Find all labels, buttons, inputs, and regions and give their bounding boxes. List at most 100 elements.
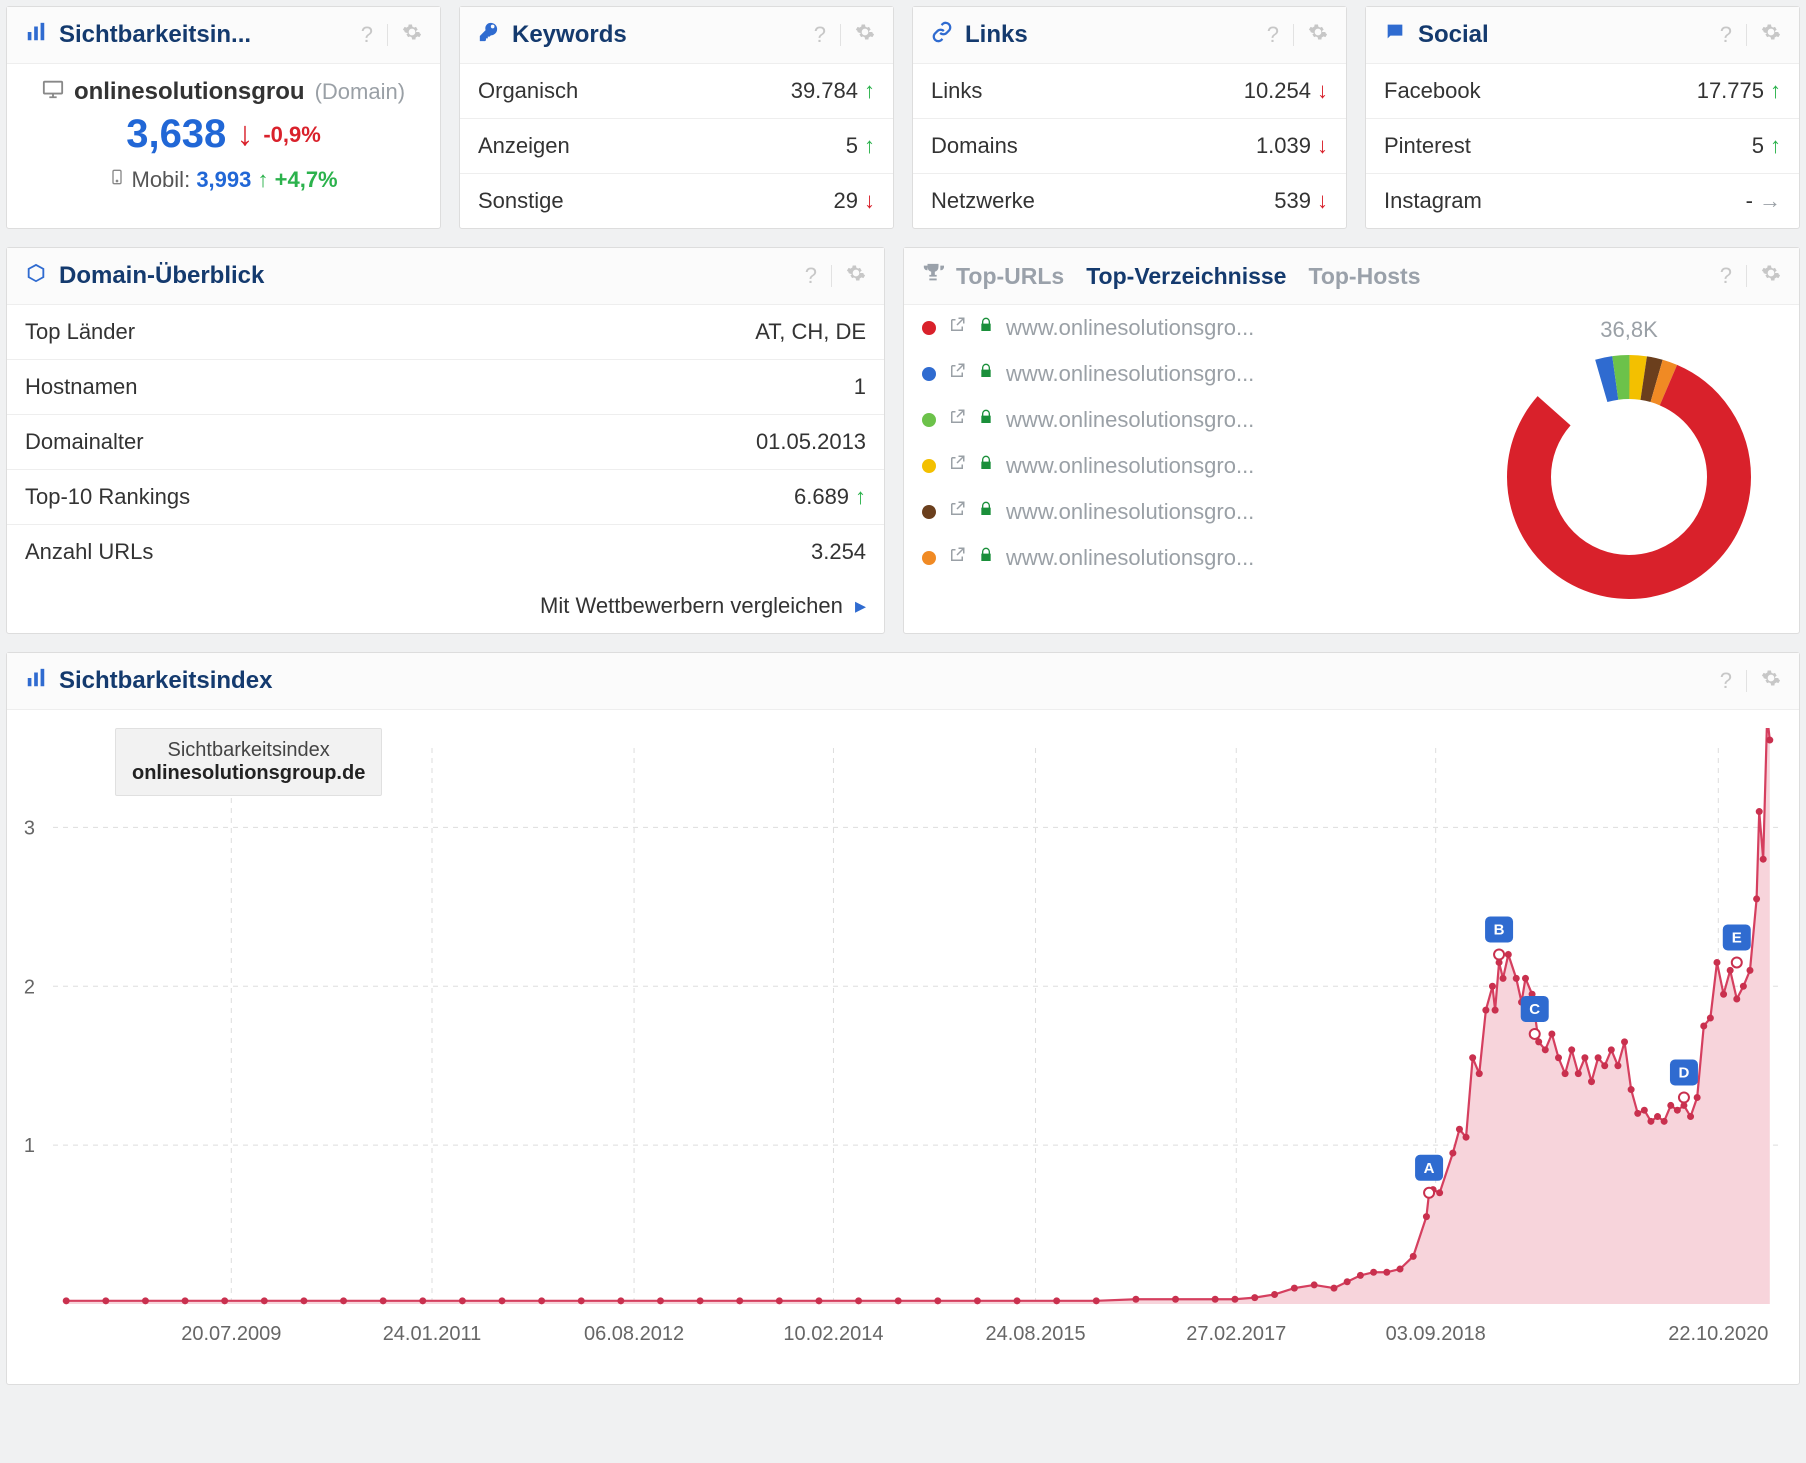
chart-title: Sichtbarkeitsindex (59, 667, 1720, 695)
url-text: www.onlinesolutionsgro... (1006, 499, 1254, 525)
tab-top-hosts[interactable]: Top-Hosts (1308, 263, 1420, 290)
overview-title: Domain-Überblick (59, 262, 805, 290)
domain-overview-card: Domain-Überblick ? Top Länder AT, CH, DE… (6, 247, 885, 634)
url-text: www.onlinesolutionsgro... (1006, 315, 1254, 341)
help-icon[interactable]: ? (1267, 22, 1279, 48)
gear-icon[interactable] (1761, 22, 1781, 48)
help-icon[interactable]: ? (814, 22, 826, 48)
donut-chart (1489, 325, 1769, 605)
social-rows: Facebook 17.775↑ Pinterest 5↑ Instagram … (1366, 64, 1799, 228)
metric-value: 39.784 (791, 78, 858, 104)
url-legend-item[interactable]: www.onlinesolutionsgro... (904, 443, 1489, 489)
svg-text:22.10.2020: 22.10.2020 (1668, 1323, 1768, 1345)
metric-row[interactable]: Organisch 39.784↑ (460, 64, 893, 119)
metric-row[interactable]: Netzwerke 539↓ (913, 174, 1346, 228)
metric-row[interactable]: Domainalter 01.05.2013 (7, 415, 884, 470)
metric-label: Domainalter (25, 429, 144, 455)
chart-bar-icon (25, 21, 47, 49)
metric-value: - (1746, 188, 1753, 214)
gear-icon[interactable] (1308, 22, 1328, 48)
gear-icon[interactable] (1761, 263, 1781, 289)
lock-icon (978, 316, 994, 340)
url-legend-item[interactable]: www.onlinesolutionsgro... (904, 535, 1489, 581)
svg-text:24.01.2011: 24.01.2011 (383, 1323, 482, 1345)
visibility-chart-card: Sichtbarkeitsindex ? Sichtbarkeitsindex … (6, 652, 1800, 1385)
arrow-right-icon: → (1759, 188, 1781, 214)
external-link-icon[interactable] (948, 408, 966, 432)
metric-row[interactable]: Anzahl URLs 3.254 (7, 525, 884, 579)
metric-row[interactable]: Links 10.254↓ (913, 64, 1346, 119)
visibility-line-chart: 12320.07.200924.01.201106.08.201210.02.2… (13, 728, 1793, 1378)
desktop-icon (42, 78, 64, 106)
svg-text:3: 3 (24, 817, 35, 839)
lock-icon (978, 362, 994, 386)
visibility-value: 3,638 (126, 112, 226, 157)
chart-bar-icon (25, 667, 47, 695)
arrow-down-icon: ↓ (236, 115, 253, 154)
top-urls-card: Top-URLs Top-Verzeichnisse Top-Hosts ? w… (903, 247, 1800, 634)
tab-top-directories[interactable]: Top-Verzeichnisse (1086, 263, 1286, 290)
metric-row[interactable]: Facebook 17.775↑ (1366, 64, 1799, 119)
legend-dot (922, 459, 936, 473)
links-rows: Links 10.254↓ Domains 1.039↓ Netzwerke 5… (913, 64, 1346, 228)
external-link-icon[interactable] (948, 362, 966, 386)
help-icon[interactable]: ? (1720, 668, 1732, 694)
links-title: Links (965, 21, 1267, 49)
metric-row[interactable]: Hostnamen 1 (7, 360, 884, 415)
metric-row[interactable]: Instagram -→ (1366, 174, 1799, 228)
help-icon[interactable]: ? (1720, 22, 1732, 48)
metric-row[interactable]: Anzeigen 5↑ (460, 119, 893, 174)
metric-value: AT, CH, DE (755, 319, 866, 345)
svg-text:20.07.2009: 20.07.2009 (181, 1323, 281, 1345)
donut-total: 36,8K (1489, 317, 1769, 343)
tooltip-title: Sichtbarkeitsindex (132, 739, 365, 762)
mobile-label: Mobil: (132, 167, 191, 192)
svg-text:A: A (1424, 1160, 1435, 1177)
gear-icon[interactable] (402, 22, 422, 48)
lock-icon (978, 408, 994, 432)
social-title: Social (1418, 21, 1720, 49)
external-link-icon[interactable] (948, 546, 966, 570)
metric-row[interactable]: Pinterest 5↑ (1366, 119, 1799, 174)
external-link-icon[interactable] (948, 500, 966, 524)
metric-row[interactable]: Top Länder AT, CH, DE (7, 305, 884, 360)
domain-name: onlinesolutionsgrou (74, 78, 305, 106)
tab-top-urls[interactable]: Top-URLs (956, 263, 1064, 290)
gear-icon[interactable] (846, 263, 866, 289)
metric-label: Anzeigen (478, 133, 570, 159)
compare-link[interactable]: Mit Wettbewerbern vergleichen ▸ (540, 593, 866, 619)
social-card: Social ? Facebook 17.775↑ Pinterest 5↑ I… (1365, 6, 1800, 229)
mobile-value: 3,993 (196, 167, 251, 192)
url-legend-item[interactable]: www.onlinesolutionsgro... (904, 305, 1489, 351)
metric-label: Hostnamen (25, 374, 138, 400)
metric-label: Facebook (1384, 78, 1481, 104)
arrow-up-icon: ↑ (864, 133, 875, 159)
lock-icon (978, 546, 994, 570)
metric-label: Anzahl URLs (25, 539, 153, 565)
gear-icon[interactable] (1761, 668, 1781, 694)
gear-icon[interactable] (855, 22, 875, 48)
metric-label: Domains (931, 133, 1018, 159)
metric-value: 3.254 (811, 539, 866, 565)
metric-value: 5 (1752, 133, 1764, 159)
external-link-icon[interactable] (948, 316, 966, 340)
help-icon[interactable]: ? (361, 22, 373, 48)
arrow-down-icon: ↓ (1317, 133, 1328, 159)
metric-row[interactable]: Top-10 Rankings 6.689↑ (7, 470, 884, 525)
url-legend-item[interactable]: www.onlinesolutionsgro... (904, 397, 1489, 443)
domain-label: (Domain) (315, 79, 405, 105)
legend-dot (922, 551, 936, 565)
svg-text:1: 1 (24, 1135, 35, 1157)
arrow-down-icon: ↓ (1317, 78, 1328, 104)
svg-text:06.08.2012: 06.08.2012 (584, 1323, 684, 1345)
svg-text:E: E (1732, 929, 1742, 946)
metric-row[interactable]: Domains 1.039↓ (913, 119, 1346, 174)
metric-row[interactable]: Sonstige 29↓ (460, 174, 893, 228)
arrow-up-icon: ↑ (1770, 133, 1781, 159)
metric-value: 10.254 (1244, 78, 1311, 104)
url-legend-item[interactable]: www.onlinesolutionsgro... (904, 489, 1489, 535)
help-icon[interactable]: ? (1720, 263, 1732, 289)
external-link-icon[interactable] (948, 454, 966, 478)
url-legend-item[interactable]: www.onlinesolutionsgro... (904, 351, 1489, 397)
help-icon[interactable]: ? (805, 263, 817, 289)
